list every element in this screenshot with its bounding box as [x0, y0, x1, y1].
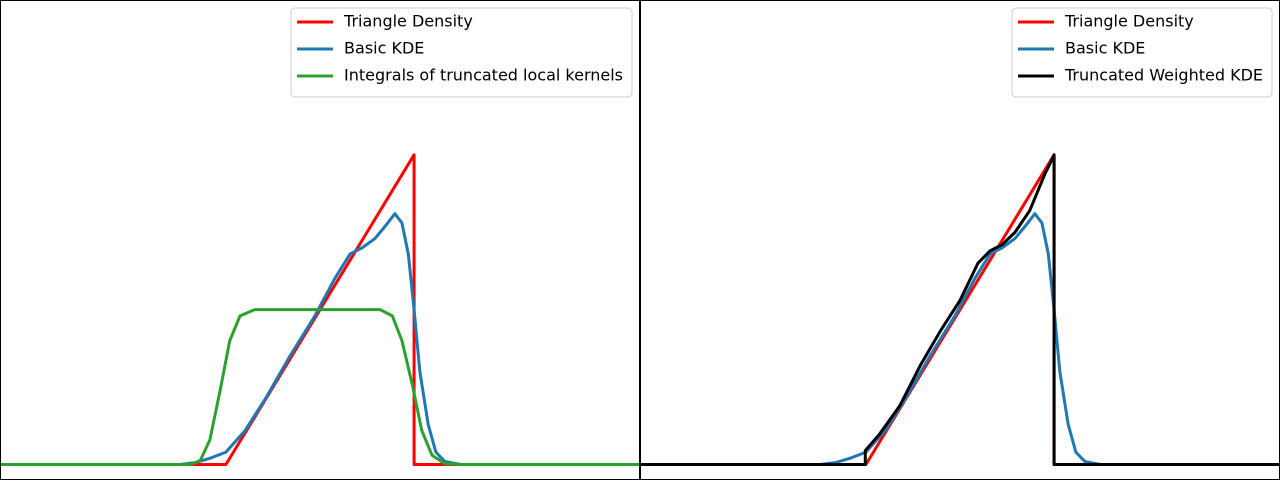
line-series	[0, 308, 640, 467]
legend-label: Truncated Weighted KDE	[1064, 66, 1263, 85]
legend-label: Basic KDE	[1065, 39, 1145, 58]
line-series	[640, 153, 1280, 467]
legend-box	[1011, 7, 1273, 98]
panel: Triangle Density Basic KDE Truncated Weigh…	[640, 0, 1280, 480]
legend-label: Triangle Density	[1064, 12, 1194, 31]
panel: Triangle Density Basic KDE Integrals of tr…	[0, 0, 640, 480]
legend: Triangle Density Basic KDE Truncated Weigh…	[1011, 7, 1273, 98]
line-series	[640, 153, 1280, 467]
legend-label: Basic KDE	[344, 39, 424, 58]
line-series	[0, 212, 640, 467]
line-series	[640, 212, 1280, 467]
legend-box	[290, 7, 633, 98]
legend: Triangle Density Basic KDE Integrals of tr…	[290, 7, 633, 98]
legend-label: Integrals of truncated local kernels	[344, 66, 623, 85]
legend-label: Triangle Density	[343, 12, 473, 31]
